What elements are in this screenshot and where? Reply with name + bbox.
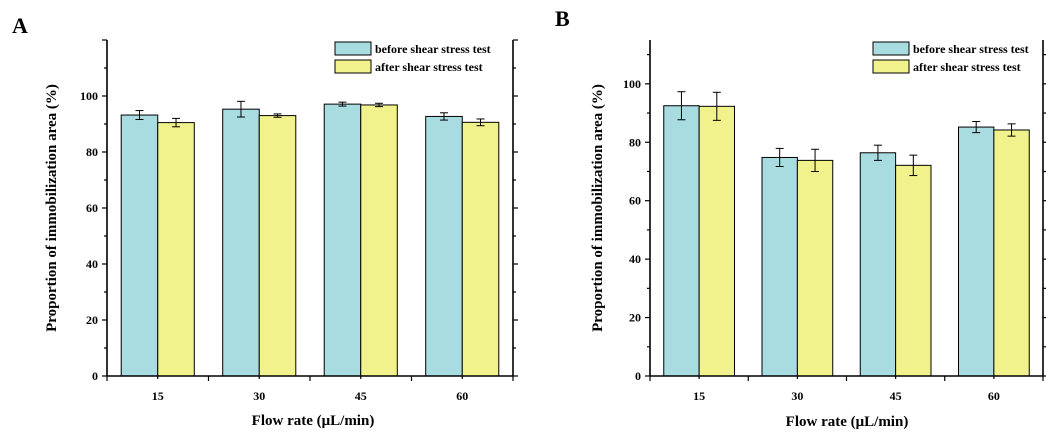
error-bar-b-before-15: [677, 91, 686, 121]
bar-a-after-60: [461, 121, 500, 377]
error-bar-b-before-30: [775, 147, 784, 168]
legend-swatch-a-after: [334, 59, 372, 74]
y-axis-title-a: Proportion of immobilization area (%): [44, 84, 60, 332]
bar-b-before-45: [859, 152, 897, 377]
y-tick-label-a: 40: [86, 257, 98, 271]
error-bar-a-after-45: [375, 102, 384, 108]
bar-a-before-60: [425, 115, 463, 377]
chart-panel-b: B Proportion of immobilization area (%) …: [555, 6, 1046, 430]
error-bar-b-after-15: [712, 91, 721, 121]
x-axis-title-b: Flow rate (μL/min): [786, 414, 909, 430]
y-tick-label-a: 60: [86, 201, 98, 215]
error-bar-b-after-45: [909, 154, 918, 177]
bar-b-after-30: [796, 159, 834, 377]
legend-label-a-before: before shear stress test: [375, 42, 491, 56]
y-axis-title-b: Proportion of immobilization area (%): [590, 84, 606, 332]
x-tick-label-a: 30: [253, 389, 265, 403]
bar-a-before-45: [323, 103, 362, 377]
error-bar-a-before-45: [338, 101, 347, 107]
panel-letter-b: B: [555, 6, 570, 31]
error-bar-a-after-30: [273, 113, 282, 118]
chart-panel-a: A Proportion of immobilization area (%) …: [12, 13, 518, 429]
bar-a-after-45: [360, 104, 398, 377]
error-bar-b-after-60: [1007, 123, 1016, 137]
bar-b-before-15: [663, 105, 700, 377]
legend-label-b-before: before shear stress test: [913, 42, 1029, 56]
x-tick-label-b: 15: [693, 389, 705, 403]
error-bar-a-after-15: [172, 117, 181, 128]
x-tick-label-a: 45: [355, 389, 367, 403]
y-tick-label-b: 0: [635, 369, 641, 383]
error-bar-b-after-30: [811, 148, 820, 172]
legend-label-a-after: after shear stress test: [375, 60, 483, 74]
y-tick-label-a: 80: [86, 145, 98, 159]
bar-b-after-45: [895, 164, 932, 377]
error-bar-a-before-60: [439, 112, 448, 121]
panel-letter-a: A: [12, 13, 28, 38]
error-bar-b-before-60: [972, 121, 981, 134]
x-tick-label-b: 60: [988, 389, 1000, 403]
y-tick-label-b: 100: [623, 77, 641, 91]
error-bar-a-after-60: [476, 118, 485, 127]
bar-a-after-30: [258, 115, 297, 377]
legend-label-b-after: after shear stress test: [913, 60, 1021, 74]
error-bar-a-before-30: [236, 100, 245, 118]
bar-b-after-60: [993, 129, 1030, 377]
legend-swatch-b-after: [872, 59, 910, 74]
error-bar-b-before-45: [873, 144, 882, 161]
bar-b-after-15: [698, 105, 735, 377]
bar-a-before-30: [222, 108, 260, 377]
x-tick-label-b: 30: [791, 389, 803, 403]
y-tick-label-b: 40: [629, 252, 641, 266]
bar-a-after-15: [157, 122, 195, 377]
x-axis-title-a: Flow rate (μL/min): [252, 413, 375, 429]
y-tick-label-a: 0: [92, 369, 98, 383]
legend-swatch-a-before: [334, 41, 372, 56]
bar-a-before-15: [120, 114, 159, 377]
y-tick-label-a: 20: [86, 313, 98, 327]
y-tick-label-a: 100: [80, 89, 98, 103]
y-tick-label-b: 80: [629, 135, 641, 149]
y-tick-label-b: 60: [629, 194, 641, 208]
bar-b-before-60: [958, 126, 995, 377]
x-tick-label-b: 45: [890, 389, 902, 403]
error-bar-a-before-15: [135, 110, 144, 121]
legend-swatch-b-before: [872, 41, 910, 56]
bar-b-before-30: [761, 156, 798, 377]
y-tick-label-b: 20: [629, 311, 641, 325]
x-tick-label-a: 60: [456, 389, 468, 403]
x-tick-label-a: 15: [152, 389, 164, 403]
